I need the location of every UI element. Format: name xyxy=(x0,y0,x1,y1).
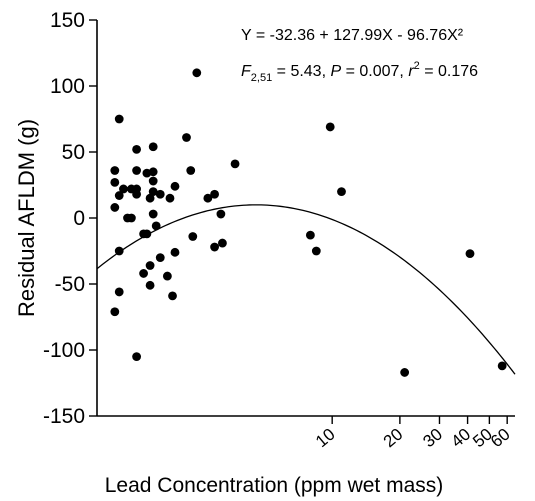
data-point xyxy=(126,213,136,223)
data-point xyxy=(186,166,196,175)
y-tick-label: 50 xyxy=(62,141,85,164)
data-point xyxy=(216,209,226,219)
stat-df: 2,51 xyxy=(251,72,272,84)
data-point xyxy=(188,232,198,241)
y-ticks: -150 -100 -50 0 50 100 150 xyxy=(43,9,97,428)
fit-curve xyxy=(96,204,516,375)
data-point xyxy=(218,238,227,248)
stat-p: P xyxy=(330,63,341,80)
data-points xyxy=(110,68,507,377)
data-point xyxy=(132,352,142,361)
stat-p-value: = 0.007, xyxy=(341,63,408,80)
data-point xyxy=(119,184,128,194)
data-point xyxy=(165,193,175,203)
y-tick-label: 100 xyxy=(50,75,85,98)
data-point xyxy=(132,166,142,175)
y-tick-label: -100 xyxy=(43,339,85,362)
data-point xyxy=(110,177,120,187)
data-point xyxy=(170,247,180,257)
data-point xyxy=(148,176,158,186)
data-point xyxy=(145,280,155,290)
data-point xyxy=(155,253,165,262)
data-point xyxy=(182,133,191,142)
data-point xyxy=(170,181,180,191)
x-tick-label: 60 xyxy=(487,425,514,452)
data-point xyxy=(210,189,219,199)
stat-f: F xyxy=(241,63,252,80)
data-point xyxy=(148,187,158,197)
data-point xyxy=(311,246,321,256)
data-point xyxy=(400,368,410,377)
data-point xyxy=(230,159,240,169)
data-point xyxy=(151,221,161,231)
stats-annotation: F2,51 = 5.43, P = 0.007, r2 = 0.176 xyxy=(241,60,478,84)
data-point xyxy=(132,144,142,154)
data-point xyxy=(114,191,124,200)
x-tick-label: 10 xyxy=(312,425,339,452)
y-tick-label: 150 xyxy=(50,9,85,32)
y-tick-label: -50 xyxy=(55,273,85,296)
data-point xyxy=(337,187,346,197)
y-tick-label: 0 xyxy=(73,207,85,230)
data-point xyxy=(465,249,475,259)
data-point xyxy=(192,68,202,78)
data-point xyxy=(155,189,165,199)
data-point xyxy=(148,142,158,152)
data-point xyxy=(145,261,155,270)
stat-r-sup: 2 xyxy=(414,60,420,72)
data-point xyxy=(203,193,213,203)
x-tick-label: 20 xyxy=(380,425,407,452)
data-point xyxy=(142,229,152,239)
x-axis-label: Lead Concentration (ppm wet mass) xyxy=(105,474,444,497)
data-point xyxy=(168,291,177,301)
y-tick-label: -150 xyxy=(43,405,85,428)
data-point xyxy=(148,167,158,177)
data-point xyxy=(110,166,120,175)
data-point xyxy=(145,193,155,203)
data-point xyxy=(148,209,158,219)
stat-f-value: = 5.43, xyxy=(272,63,330,80)
data-point xyxy=(110,307,120,317)
x-tick-label: 30 xyxy=(419,425,446,452)
data-point xyxy=(110,203,120,212)
data-point xyxy=(497,361,507,371)
data-point xyxy=(325,122,335,132)
data-point xyxy=(132,184,142,194)
data-point xyxy=(210,242,219,252)
equation-annotation: Y = -32.36 + 127.99X - 96.76X² xyxy=(241,27,464,44)
data-point xyxy=(114,114,124,124)
data-point xyxy=(305,230,315,240)
data-point xyxy=(162,271,172,281)
y-axis-label: Residual AFLDM (g) xyxy=(14,119,39,317)
data-point xyxy=(114,287,124,297)
data-point xyxy=(139,269,148,278)
data-point xyxy=(114,246,124,256)
stat-r: r xyxy=(408,63,414,80)
stat-r-value: = 0.176 xyxy=(420,63,478,80)
